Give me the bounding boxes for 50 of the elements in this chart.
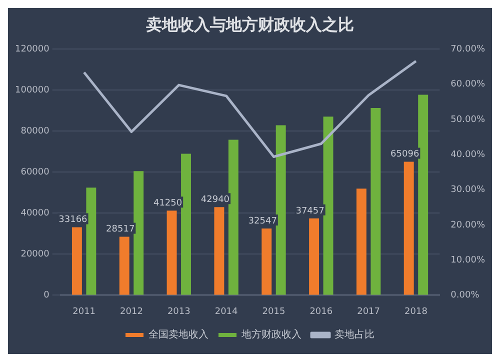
data-label: 37457: [296, 206, 324, 216]
x-tick-label: 2013: [167, 306, 190, 317]
chart-title: 卖地收入与地方财政收入之比: [146, 14, 354, 34]
bar: [356, 188, 366, 295]
x-tick-label: 2014: [214, 306, 238, 317]
x-tick-label: 2018: [404, 306, 428, 317]
y2-tick-label: 70.00%: [450, 44, 486, 55]
bar: [370, 108, 381, 295]
bar: [181, 154, 191, 295]
y-tick-label: 100000: [14, 86, 50, 96]
x-tick-label: 2017: [357, 306, 380, 317]
bar: [276, 125, 286, 295]
bar: [86, 188, 96, 295]
legend-label: 卖地占比: [334, 328, 374, 341]
y-tick-label: 40000: [20, 208, 50, 219]
bar: [309, 218, 320, 295]
y2-tick-label: 30.00%: [450, 185, 486, 196]
data-label: 28517: [106, 224, 135, 235]
x-tick-label: 2012: [120, 306, 143, 317]
y2-tick-label: 10.00%: [450, 255, 486, 266]
legend-label: 地方财政收入: [240, 328, 302, 341]
x-tick-label: 2015: [262, 306, 286, 317]
x-tick-label: 2011: [72, 306, 96, 317]
y2-tick-label: 40.00%: [450, 150, 486, 160]
bar: [418, 94, 428, 295]
bar: [166, 210, 177, 295]
data-label: 42940: [200, 195, 230, 206]
y-tick-label: 80000: [20, 126, 50, 137]
data-label: 65096: [390, 150, 420, 160]
data-label: 41250: [153, 198, 182, 208]
data-label: 32547: [248, 216, 277, 226]
bar: [262, 228, 272, 295]
y-tick-label: 120000: [14, 44, 50, 55]
y-tick-label: 0: [44, 290, 50, 301]
bar: [134, 171, 144, 295]
bar: [119, 236, 130, 295]
bar: [323, 116, 334, 295]
bar: [214, 207, 224, 295]
y2-tick-label: 0.00%: [450, 290, 480, 301]
bar: [72, 227, 82, 295]
y2-tick-label: 20.00%: [450, 220, 486, 230]
bar: [228, 140, 238, 295]
x-tick-label: 2016: [310, 306, 333, 317]
legend-label: 全国卖地收入: [148, 328, 208, 341]
y-tick-label: 60000: [20, 168, 50, 178]
y2-tick-label: 60.00%: [450, 80, 486, 90]
y-tick-label: 20000: [20, 250, 50, 260]
bar: [404, 162, 414, 295]
y2-tick-label: 50.00%: [450, 114, 486, 125]
data-label: 33166: [58, 215, 88, 226]
